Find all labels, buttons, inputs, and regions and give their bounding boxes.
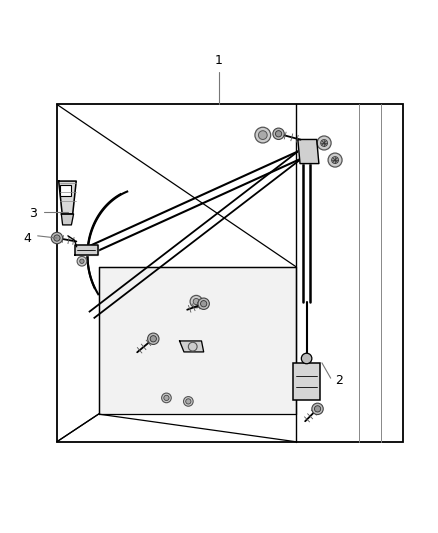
Circle shape xyxy=(198,298,209,310)
Polygon shape xyxy=(75,246,98,255)
Circle shape xyxy=(201,301,207,307)
Circle shape xyxy=(317,136,331,150)
Circle shape xyxy=(314,406,321,412)
Circle shape xyxy=(150,336,156,342)
Circle shape xyxy=(193,298,199,304)
Circle shape xyxy=(77,256,87,266)
Circle shape xyxy=(276,131,282,137)
Bar xyxy=(57,104,403,442)
Circle shape xyxy=(80,259,84,263)
Circle shape xyxy=(148,333,159,344)
Bar xyxy=(293,363,320,400)
Circle shape xyxy=(332,157,339,164)
Circle shape xyxy=(255,127,271,143)
Circle shape xyxy=(184,397,193,406)
Polygon shape xyxy=(99,266,296,414)
Text: 3: 3 xyxy=(29,207,37,221)
Circle shape xyxy=(190,295,202,308)
Polygon shape xyxy=(59,181,76,214)
Circle shape xyxy=(188,342,197,351)
Circle shape xyxy=(312,403,323,415)
Polygon shape xyxy=(298,140,319,164)
Circle shape xyxy=(273,128,284,140)
Bar xyxy=(60,185,71,196)
Circle shape xyxy=(54,235,60,241)
Polygon shape xyxy=(180,341,204,352)
Circle shape xyxy=(162,393,171,403)
Circle shape xyxy=(328,153,342,167)
Circle shape xyxy=(321,140,328,147)
Text: 2: 2 xyxy=(335,374,343,387)
Circle shape xyxy=(51,232,63,244)
Circle shape xyxy=(258,131,267,140)
Circle shape xyxy=(301,353,312,364)
Polygon shape xyxy=(61,214,74,225)
Text: 4: 4 xyxy=(24,231,32,245)
Text: 1: 1 xyxy=(215,54,223,67)
Circle shape xyxy=(186,399,191,404)
Circle shape xyxy=(164,395,169,400)
